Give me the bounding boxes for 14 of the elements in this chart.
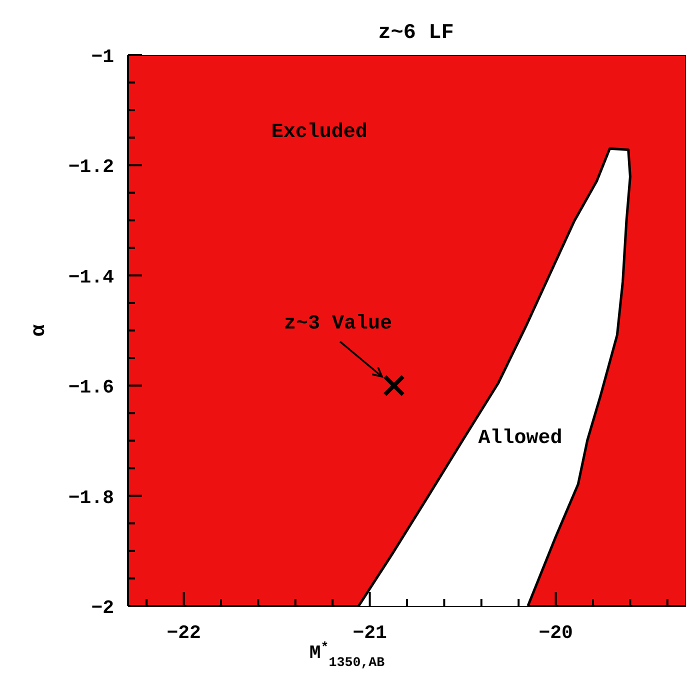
x-tick-label: −21 <box>352 622 387 644</box>
annotation: Excluded <box>271 120 368 144</box>
y-axis-title: α <box>28 324 51 337</box>
annotation: Allowed <box>478 427 562 450</box>
y-tick-label: −1.2 <box>68 156 114 178</box>
y-tick-label: −1 <box>91 46 114 68</box>
x-tick-label: −20 <box>538 622 573 644</box>
y-tick-label: −2 <box>91 597 114 619</box>
y-tick-label: −1.4 <box>68 266 114 288</box>
x-tick-label: −22 <box>166 622 201 644</box>
y-tick-label: −1.8 <box>68 486 114 509</box>
chart-title: z~6 LF <box>378 22 454 45</box>
annotation: z~3 Value <box>284 312 392 336</box>
y-tick-label: −1.6 <box>68 376 114 399</box>
